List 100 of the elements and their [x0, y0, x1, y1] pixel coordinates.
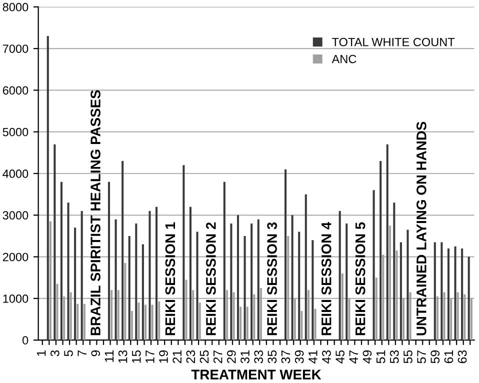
x-tick-label: 63: [458, 350, 467, 364]
bar: [380, 161, 382, 340]
x-tick-label: 59: [430, 350, 440, 364]
bar: [74, 228, 76, 340]
bar: [402, 298, 405, 340]
bar: [312, 240, 314, 340]
bar: [156, 206, 158, 340]
bar: [298, 232, 300, 340]
bar: [110, 290, 113, 340]
y-tick-label: 5000: [2, 128, 28, 136]
bar: [189, 206, 192, 340]
bar: [468, 256, 470, 340]
bar: [348, 298, 350, 340]
bar: [230, 223, 232, 340]
annotation: REIKI SESSION 5: [355, 222, 366, 336]
bar: [135, 223, 138, 340]
x-tick-label: 31: [240, 350, 250, 364]
bar: [46, 36, 49, 340]
annotation: REIKI SESSION 1: [165, 222, 176, 336]
x-tick-label: 55: [404, 350, 412, 364]
annotation: REIKI SESSION 2: [206, 222, 216, 336]
bar: [400, 242, 402, 340]
x-tick-label: 47: [349, 350, 358, 364]
x-tick-label: 1: [37, 350, 46, 356]
x-tick-label: 33: [254, 350, 264, 364]
bar: [240, 306, 242, 340]
bar: [447, 248, 450, 340]
bar: [108, 182, 110, 340]
bar: [117, 290, 120, 340]
bar: [185, 280, 188, 340]
y-tick-label: 2000: [2, 252, 28, 262]
legend-label: TOTAL WHITE COUNT: [332, 38, 455, 46]
bar: [60, 182, 62, 340]
bar: [461, 248, 464, 340]
y-tick-label: 4000: [2, 170, 28, 178]
bar: [291, 215, 294, 340]
bar: [244, 236, 246, 340]
bar: [158, 301, 160, 340]
x-axis-title: TREATMENT WEEK: [191, 370, 322, 380]
annotation: REIKI SESSION 4: [321, 222, 332, 336]
bar: [454, 246, 456, 340]
bar: [83, 304, 86, 340]
bar: [236, 215, 240, 340]
bar: [456, 292, 459, 340]
bar: [246, 306, 248, 340]
bar: [464, 294, 466, 340]
bar: [63, 296, 66, 340]
bar: [56, 284, 58, 340]
bar: [304, 194, 307, 340]
x-tick-label: 23: [186, 350, 196, 364]
annotation: UNTRAINED LAYING ON HANDS: [416, 122, 426, 336]
bar: [128, 236, 130, 340]
bar: [382, 254, 384, 340]
bar: [192, 290, 194, 340]
x-tick-label: 61: [444, 350, 454, 364]
y-tick-label: 8000: [2, 2, 28, 12]
bar: [144, 304, 147, 340]
bar: [114, 219, 117, 340]
bar: [396, 250, 398, 340]
bar: [294, 298, 296, 340]
bar: [67, 202, 70, 340]
x-tick-label: 29: [227, 350, 236, 364]
bar: [196, 232, 198, 340]
y-tick-label: 6000: [2, 86, 28, 95]
bar: [284, 169, 287, 340]
x-tick-label: 57: [417, 350, 426, 364]
bar: [257, 219, 260, 340]
x-tick-label: 13: [118, 350, 128, 363]
bar: [182, 165, 185, 340]
bar: [436, 296, 438, 340]
bar: [393, 202, 396, 340]
bar: [80, 210, 83, 340]
x-tick-label: 27: [213, 350, 222, 364]
y-tick-label: 0: [22, 336, 28, 344]
bar: [250, 223, 253, 340]
bar: [346, 223, 348, 340]
y-tick-label: 1000: [3, 294, 28, 303]
annotation: BRAZIL SPIRITIST HEALING PASSES: [90, 90, 100, 336]
bar: [232, 292, 235, 340]
x-tick-label: 45: [336, 350, 344, 364]
bar: [260, 288, 262, 340]
bar: [49, 221, 52, 340]
x-tick-label: 21: [172, 350, 182, 364]
bar: [151, 304, 154, 340]
x-tick-label: 25: [200, 350, 209, 364]
bar: [470, 298, 472, 340]
bar: [198, 302, 201, 340]
x-tick-label: 17: [146, 350, 154, 363]
bar: [314, 308, 316, 340]
x-tick-label: 39: [294, 350, 304, 364]
bar: [253, 294, 256, 340]
bar: [338, 210, 341, 340]
bar: [223, 182, 226, 340]
bar: [122, 161, 124, 340]
bar: [226, 290, 228, 340]
x-tick-label: 15: [132, 350, 141, 363]
x-tick-label: 43: [322, 350, 331, 364]
bar: [440, 242, 443, 340]
bar: [76, 304, 79, 340]
y-tick-label: 7000: [2, 44, 28, 53]
